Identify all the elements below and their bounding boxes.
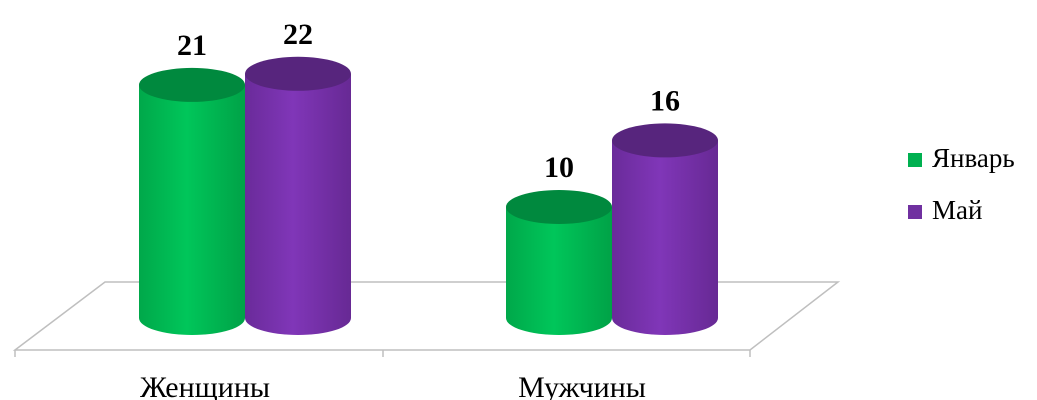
legend-swatch: [908, 153, 922, 167]
data-label: 10: [544, 151, 574, 184]
bar-body: [245, 73, 351, 336]
bar-body: [139, 84, 245, 336]
bar-Январь-Женщины: [139, 67, 245, 336]
data-labels-layer: 21 22 10 16: [177, 18, 680, 184]
bar-body: [612, 140, 718, 335]
category-labels-layer: Женщины Мужчины: [140, 371, 646, 400]
legend-label: Май: [932, 195, 982, 225]
legend-swatch: [908, 205, 922, 219]
bar-top: [139, 67, 245, 102]
category-label: Мужчины: [518, 371, 646, 400]
bar-top: [612, 123, 718, 158]
bar-top: [245, 56, 351, 91]
bar-top: [506, 190, 612, 224]
category-label: Женщины: [140, 371, 270, 400]
bar-body: [506, 207, 612, 335]
data-label: 21: [177, 29, 207, 62]
bar-Май-Мужчины: [612, 123, 718, 335]
data-label: 16: [650, 84, 680, 117]
bar-Май-Женщины: [245, 56, 351, 336]
bars-layer: [139, 56, 718, 336]
bar-Январь-Мужчины: [506, 190, 612, 335]
data-label: 22: [283, 18, 313, 51]
legend-label: Январь: [932, 143, 1015, 173]
legend: Январь Май: [908, 143, 1015, 225]
